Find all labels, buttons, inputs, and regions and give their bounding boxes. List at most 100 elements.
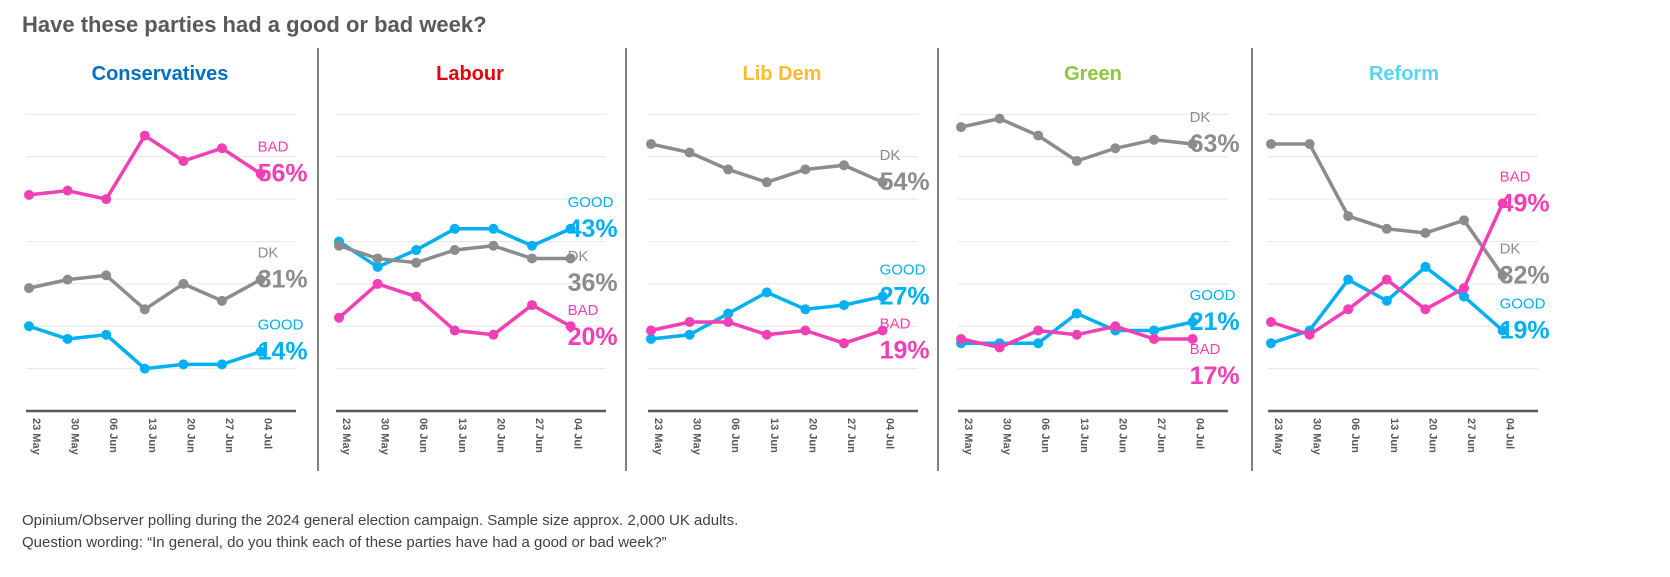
x-tick-label: 13 Jun: [1078, 418, 1090, 453]
x-tick-label: 27 Jun: [845, 418, 857, 453]
series-value-dk: 32%: [1500, 261, 1550, 289]
chart-title: Have these parties had a good or bad wee…: [22, 12, 487, 37]
data-point-good: [139, 363, 150, 374]
data-point-good: [178, 359, 189, 370]
data-point-good: [877, 291, 888, 302]
data-point-dk: [411, 257, 422, 268]
data-point-bad: [839, 338, 849, 349]
data-point-bad: [178, 155, 189, 166]
data-point-dk: [1381, 223, 1392, 234]
data-point-bad: [565, 321, 576, 332]
data-point-dk: [839, 160, 849, 171]
data-point-good: [24, 321, 34, 332]
series-value-good: 19%: [1500, 316, 1550, 344]
data-point-dk: [255, 274, 266, 285]
data-point-dk: [994, 113, 1005, 124]
series-label-good: GOOD: [1190, 287, 1236, 304]
series-value-bad: 56%: [258, 160, 308, 188]
x-tick-label: 13 Jun: [456, 418, 468, 453]
series-label-bad: BAD: [1500, 168, 1531, 185]
data-point-bad: [24, 189, 34, 200]
series-value-dk: 36%: [568, 269, 618, 297]
series-value-good: 27%: [880, 283, 930, 311]
data-point-bad: [1304, 329, 1315, 340]
series-label-good: GOOD: [880, 262, 926, 279]
data-point-bad: [1033, 325, 1044, 336]
data-point-bad: [1420, 304, 1431, 315]
data-point-good: [839, 300, 849, 311]
data-point-dk: [1497, 270, 1508, 281]
x-tick-label: 06 Jun: [1039, 418, 1051, 453]
data-point-dk: [449, 244, 460, 255]
data-point-bad: [800, 325, 811, 336]
x-tick-label: 27 Jun: [1155, 418, 1167, 453]
data-point-dk: [877, 177, 888, 188]
data-point-dk: [761, 177, 772, 188]
panel-labour: Labour 23 May 30 May 06 Jun 13 Jun 20 Jun 27 J…: [334, 63, 618, 456]
panel-title: Labour: [436, 63, 504, 85]
data-point-good: [1149, 325, 1159, 336]
series-value-good: 21%: [1190, 308, 1240, 336]
data-point-bad: [139, 130, 150, 141]
data-point-bad: [1266, 317, 1276, 328]
x-tick-label: 13 Jun: [146, 418, 158, 453]
data-point-good: [1420, 261, 1431, 272]
x-tick-label: 30 May: [691, 418, 703, 456]
data-point-dk: [1459, 215, 1469, 226]
data-point-bad: [761, 329, 772, 340]
data-point-bad: [101, 194, 112, 205]
data-point-bad: [1149, 333, 1159, 344]
data-point-good: [217, 359, 227, 370]
series-line-dk: [1271, 142, 1505, 277]
data-point-good: [527, 240, 537, 251]
x-tick-label: 06 Jun: [107, 418, 119, 453]
data-point-bad: [411, 291, 422, 302]
series-label-dk: DK: [1500, 240, 1521, 257]
data-point-good: [1187, 317, 1198, 328]
data-point-dk: [1420, 228, 1431, 239]
data-point-bad: [449, 325, 460, 336]
data-point-bad: [646, 325, 656, 336]
data-point-bad: [527, 300, 537, 311]
series-value-dk: 31%: [258, 266, 308, 294]
data-point-dk: [1110, 143, 1121, 154]
x-tick-label: 23 May: [30, 418, 42, 456]
data-point-dk: [62, 274, 73, 285]
panel-reform: Reform 23 May 30 May 06 Jun 13 Jun 20 Jun 27 J…: [1266, 63, 1550, 456]
x-tick-label: 13 Jun: [1388, 418, 1400, 453]
data-point-dk: [800, 164, 811, 175]
data-point-bad: [956, 333, 966, 344]
panel-lib-dem: Lib Dem 23 May 30 May 06 Jun 13 Jun 20 Jun 27 …: [646, 63, 930, 456]
data-point-good: [565, 223, 576, 234]
series-value-bad: 17%: [1190, 362, 1240, 390]
data-point-good: [646, 333, 656, 344]
data-point-dk: [1266, 139, 1276, 150]
x-tick-label: 06 Jun: [1349, 418, 1361, 453]
data-point-bad: [217, 143, 227, 154]
series-label-dk: DK: [258, 245, 279, 262]
data-point-bad: [1071, 329, 1082, 340]
data-point-good: [255, 346, 266, 357]
data-point-good: [1071, 308, 1082, 319]
data-point-good: [1343, 274, 1354, 285]
series-label-dk: DK: [880, 147, 901, 164]
series-label-bad: BAD: [880, 316, 911, 333]
data-point-dk: [178, 278, 189, 289]
panel-conservatives: Conservatives 23 May 30 May 06 Jun 13 Jun 20 …: [24, 63, 308, 456]
data-point-dk: [24, 283, 34, 294]
data-point-bad: [723, 317, 734, 328]
data-point-good: [1266, 338, 1276, 349]
data-point-dk: [527, 253, 537, 264]
x-tick-label: 23 May: [340, 418, 352, 456]
x-tick-label: 04 Jul: [572, 418, 584, 449]
data-point-good: [449, 223, 460, 234]
x-tick-label: 30 May: [1001, 418, 1013, 456]
x-tick-label: 27 Jun: [1465, 418, 1477, 453]
data-point-bad: [488, 329, 499, 340]
data-point-dk: [101, 270, 112, 281]
data-point-good: [101, 329, 112, 340]
data-point-dk: [646, 139, 656, 150]
data-point-dk: [723, 164, 734, 175]
data-point-dk: [684, 147, 695, 158]
series-value-bad: 49%: [1500, 189, 1550, 217]
